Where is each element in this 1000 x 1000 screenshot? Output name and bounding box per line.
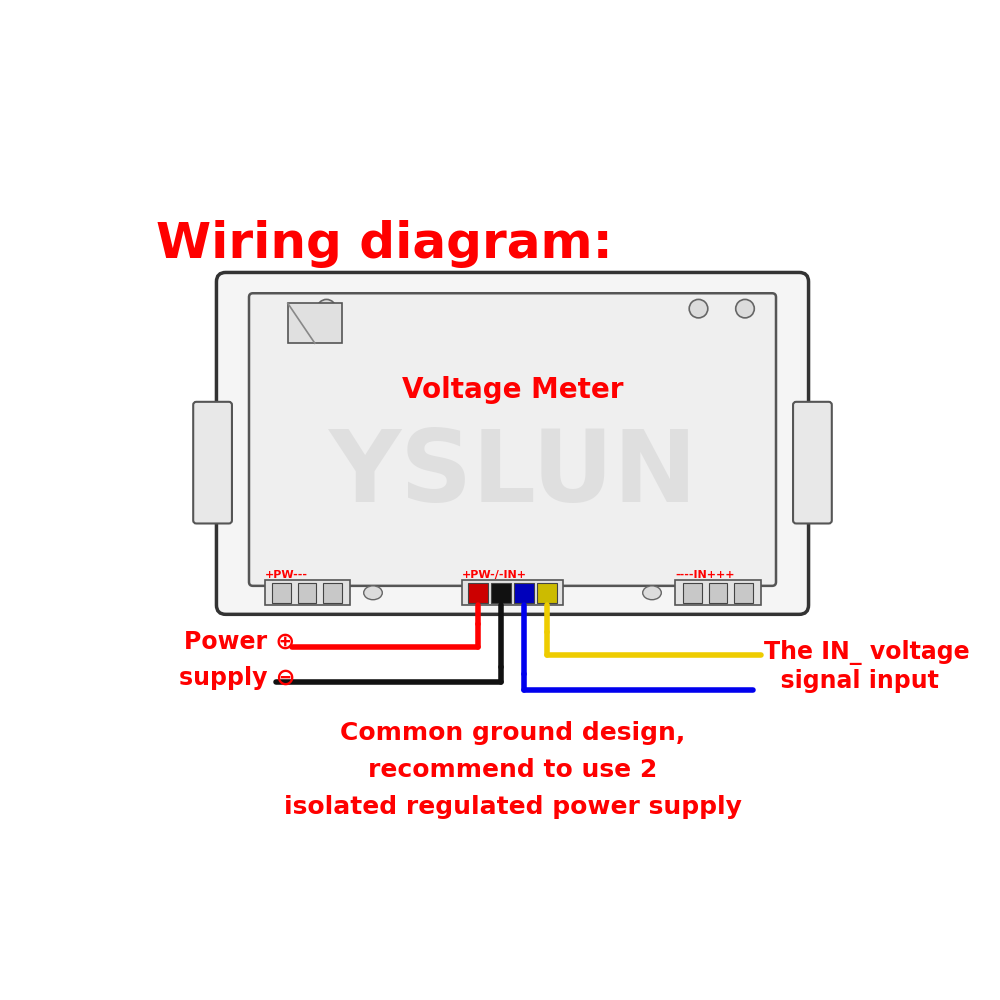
Circle shape [689, 299, 708, 318]
Text: The IN_ voltage
  signal input: The IN_ voltage signal input [764, 640, 970, 693]
FancyBboxPatch shape [216, 272, 809, 614]
Text: Wiring diagram:: Wiring diagram: [156, 220, 613, 268]
Ellipse shape [364, 586, 382, 600]
FancyBboxPatch shape [675, 580, 761, 605]
Ellipse shape [643, 586, 661, 600]
Text: Common ground design,
recommend to use 2
isolated regulated power supply: Common ground design, recommend to use 2… [284, 721, 741, 819]
FancyBboxPatch shape [298, 583, 316, 603]
FancyBboxPatch shape [468, 583, 488, 603]
FancyBboxPatch shape [709, 583, 727, 603]
FancyBboxPatch shape [288, 303, 342, 343]
FancyBboxPatch shape [193, 402, 232, 523]
Text: Voltage Meter: Voltage Meter [402, 375, 623, 403]
FancyBboxPatch shape [683, 583, 702, 603]
Text: Power ⊕: Power ⊕ [184, 630, 296, 654]
Text: ----IN+++: ----IN+++ [675, 570, 735, 580]
Circle shape [736, 299, 754, 318]
Text: +PW---: +PW--- [264, 570, 308, 580]
FancyBboxPatch shape [462, 580, 563, 605]
FancyBboxPatch shape [537, 583, 557, 603]
FancyBboxPatch shape [514, 583, 534, 603]
Text: supply ⊖: supply ⊖ [179, 666, 296, 690]
Text: +PW-/-IN+: +PW-/-IN+ [462, 570, 527, 580]
Text: YSLUN: YSLUN [328, 426, 697, 523]
FancyBboxPatch shape [734, 583, 753, 603]
FancyBboxPatch shape [491, 583, 511, 603]
FancyBboxPatch shape [793, 402, 832, 523]
FancyBboxPatch shape [272, 583, 291, 603]
FancyBboxPatch shape [264, 580, 350, 605]
FancyBboxPatch shape [249, 293, 776, 586]
FancyBboxPatch shape [323, 583, 342, 603]
Circle shape [317, 299, 336, 318]
